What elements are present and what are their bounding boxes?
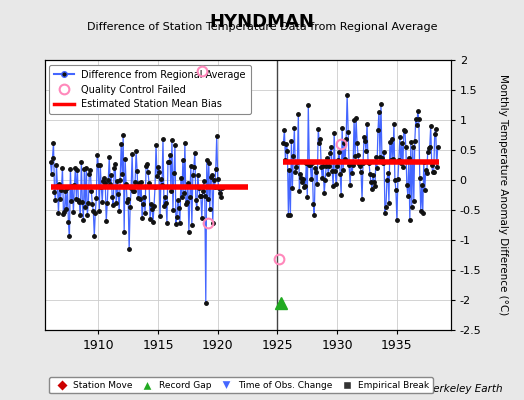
Text: Berkeley Earth: Berkeley Earth bbox=[427, 384, 503, 394]
Text: HYNDMAN: HYNDMAN bbox=[210, 13, 314, 31]
Legend: Difference from Regional Average, Quality Control Failed, Estimated Station Mean: Difference from Regional Average, Qualit… bbox=[49, 65, 251, 114]
Y-axis label: Monthly Temperature Anomaly Difference (°C): Monthly Temperature Anomaly Difference (… bbox=[498, 74, 508, 316]
Text: Difference of Station Temperature Data from Regional Average: Difference of Station Temperature Data f… bbox=[87, 22, 437, 32]
Legend: Station Move, Record Gap, Time of Obs. Change, Empirical Break: Station Move, Record Gap, Time of Obs. C… bbox=[49, 377, 433, 394]
